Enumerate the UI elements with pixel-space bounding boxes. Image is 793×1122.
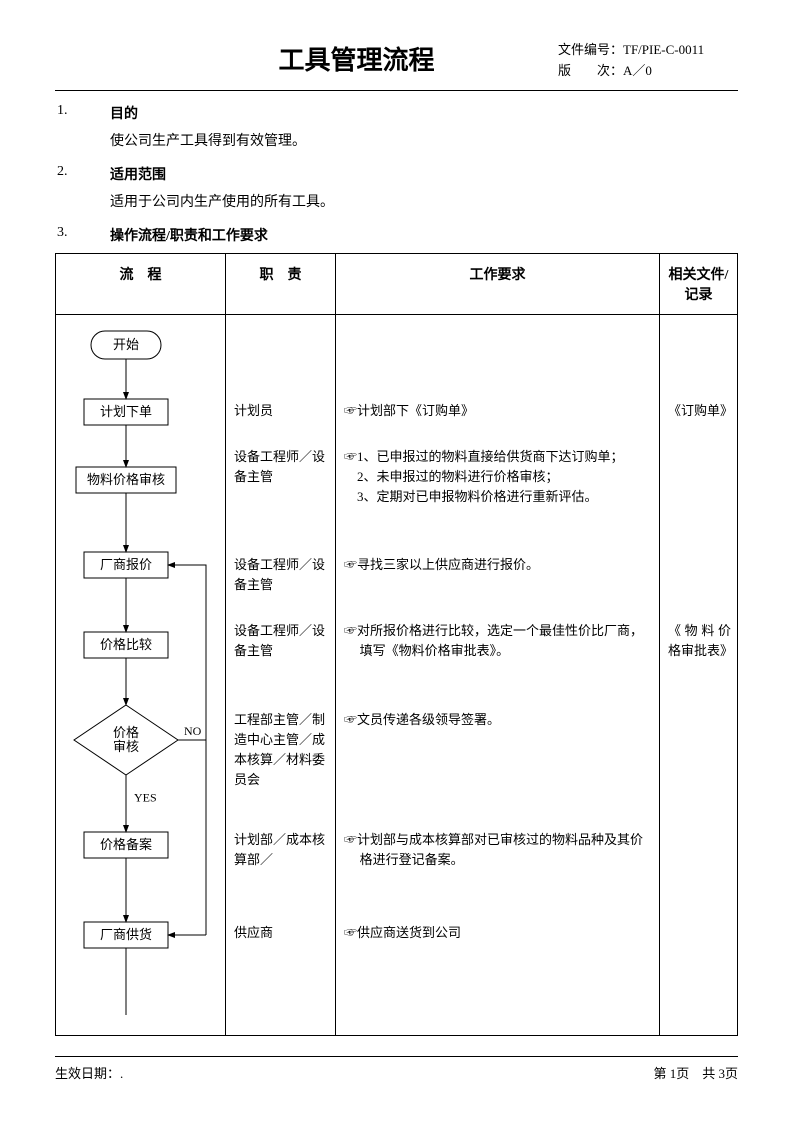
process-table: 流 程 职 责 工作要求 相关文件/记录 开始计划下单物料价格审核厂商报价价格比… <box>55 253 738 1036</box>
section-3: 3. 操作流程/职责和工作要求 <box>55 225 738 245</box>
svg-text:价格比较: 价格比较 <box>100 637 152 652</box>
th-doc: 相关文件/记录 <box>660 253 738 314</box>
doc-header: 工具管理流程 文件编号：TF/PIE-C-0011 版 次：A／0 <box>55 40 738 82</box>
sec2-title: 适用范围 <box>110 164 166 184</box>
sec3-title: 操作流程/职责和工作要求 <box>110 225 268 245</box>
req-cell: ☞计划部下《订购单》☞1、已申报过的物料直接给供货商下达订购单； 2、未申报过的… <box>336 314 660 1035</box>
section-1: 1. 目的 使公司生产工具得到有效管理。 <box>55 103 738 154</box>
footer-right: 第 1页 共 3页 <box>653 1063 738 1082</box>
svg-text:NO: NO <box>184 724 202 738</box>
th-flow: 流 程 <box>56 253 226 314</box>
svg-text:物料价格审核: 物料价格审核 <box>87 472 165 487</box>
header-rule <box>55 90 738 91</box>
footer-left: 生效日期：. <box>55 1063 123 1082</box>
version-label: 版 次： <box>558 63 623 78</box>
doc-meta: 文件编号：TF/PIE-C-0011 版 次：A／0 <box>558 40 738 82</box>
footer-rule <box>55 1056 738 1057</box>
sec2-body: 适用于公司内生产使用的所有工具。 <box>55 190 738 215</box>
svg-text:开始: 开始 <box>113 337 139 352</box>
resp-cell: 计划员设备工程师／设备主管设备工程师／设备主管设备工程师／设备主管工程部主管／制… <box>226 314 336 1035</box>
svg-text:厂商供货: 厂商供货 <box>100 927 152 942</box>
th-req: 工作要求 <box>336 253 660 314</box>
doc-title: 工具管理流程 <box>55 40 558 77</box>
svg-text:审核: 审核 <box>113 739 139 754</box>
th-resp: 职 责 <box>226 253 336 314</box>
svg-text:YES: YES <box>134 790 157 804</box>
doc-cell: 《订购单》《物料价格审批表》 <box>660 314 738 1035</box>
sec1-num: 1. <box>55 103 110 123</box>
doc-no: TF/PIE-C-0011 <box>623 42 704 57</box>
svg-text:价格: 价格 <box>113 725 139 740</box>
sec2-num: 2. <box>55 164 110 184</box>
flowchart: 开始计划下单物料价格审核厂商报价价格比较价格审核价格备案厂商供货 YES NO <box>56 315 226 1035</box>
svg-text:价格备案: 价格备案 <box>100 837 152 852</box>
section-2: 2. 适用范围 适用于公司内生产使用的所有工具。 <box>55 164 738 215</box>
svg-text:厂商报价: 厂商报价 <box>100 557 152 572</box>
svg-text:计划下单: 计划下单 <box>100 404 152 419</box>
doc-no-label: 文件编号： <box>558 42 623 57</box>
sec3-num: 3. <box>55 225 110 245</box>
flow-cell: 开始计划下单物料价格审核厂商报价价格比较价格审核价格备案厂商供货 YES NO <box>56 314 226 1035</box>
version: A／0 <box>623 63 652 78</box>
footer: 生效日期：. 第 1页 共 3页 <box>55 1056 738 1082</box>
sec1-body: 使公司生产工具得到有效管理。 <box>55 129 738 154</box>
sec1-title: 目的 <box>110 103 138 123</box>
